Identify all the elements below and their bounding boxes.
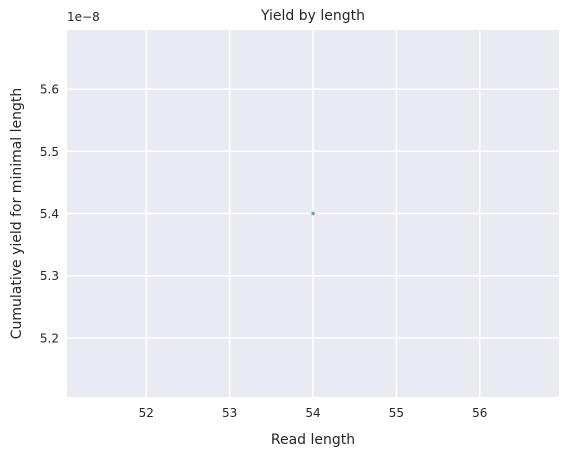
- chart-title: Yield by length: [260, 8, 365, 24]
- y-tick-label: 5.2: [40, 331, 59, 345]
- data-point: [311, 211, 315, 216]
- y-tick-label: 5.6: [40, 83, 59, 97]
- x-tick-label: 56: [472, 406, 487, 420]
- x-axis-label: Read length: [271, 432, 355, 448]
- y-tick-label: 5.5: [40, 145, 59, 159]
- x-tick-labels: 52 53 54 55 56: [139, 406, 488, 420]
- data-points: [311, 211, 315, 216]
- y-axis-offset-label: 1e−8: [67, 10, 100, 24]
- y-tick-labels: 5.2 5.3 5.4 5.5 5.6: [40, 83, 59, 346]
- x-tick-label: 55: [389, 406, 404, 420]
- x-tick-label: 53: [222, 406, 237, 420]
- x-tick-label: 54: [305, 406, 320, 420]
- y-tick-label: 5.3: [40, 269, 59, 283]
- y-axis-label: Cumulative yield for minimal length: [9, 88, 25, 340]
- x-tick-label: 52: [139, 406, 154, 420]
- y-tick-label: 5.4: [40, 207, 59, 221]
